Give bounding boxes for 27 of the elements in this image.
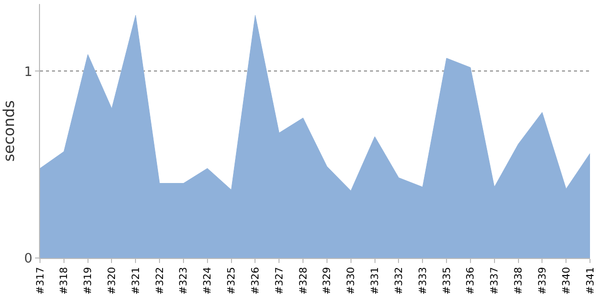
x-tick-label: #330	[346, 267, 358, 294]
x-tick-label: #340	[561, 267, 572, 294]
x-tick-label: #320	[106, 267, 118, 294]
y-axis-title: seconds	[0, 100, 18, 162]
x-tick-label: #338	[514, 267, 525, 294]
x-tick-label: #329	[322, 267, 334, 294]
x-tick-label: #341	[585, 267, 596, 294]
x-tick-label: #339	[537, 267, 548, 294]
x-tick-label: #327	[274, 267, 286, 294]
x-tick-label: #318	[59, 267, 70, 294]
x-tick-label: #336	[466, 267, 477, 294]
x-tick-label: #335	[442, 267, 453, 294]
x-tick-label: #319	[83, 267, 94, 294]
x-tick-label: #325	[226, 267, 238, 294]
y-tick-label: 0	[24, 252, 32, 267]
x-tick-label: #317	[35, 267, 46, 294]
x-tick-label: #323	[178, 267, 190, 294]
x-tick-label: #322	[154, 267, 166, 294]
x-tick-label: #326	[250, 267, 262, 294]
x-tick-label: #333	[418, 267, 429, 294]
x-tick-label: #324	[202, 267, 214, 294]
x-tick-label: #321	[130, 267, 142, 294]
x-tick-label: #331	[370, 267, 382, 294]
x-tick-label: #328	[298, 267, 310, 294]
x-tick-label: #332	[394, 267, 405, 294]
y-tick-label: 1	[24, 64, 32, 80]
x-tick-label: #337	[490, 267, 501, 294]
